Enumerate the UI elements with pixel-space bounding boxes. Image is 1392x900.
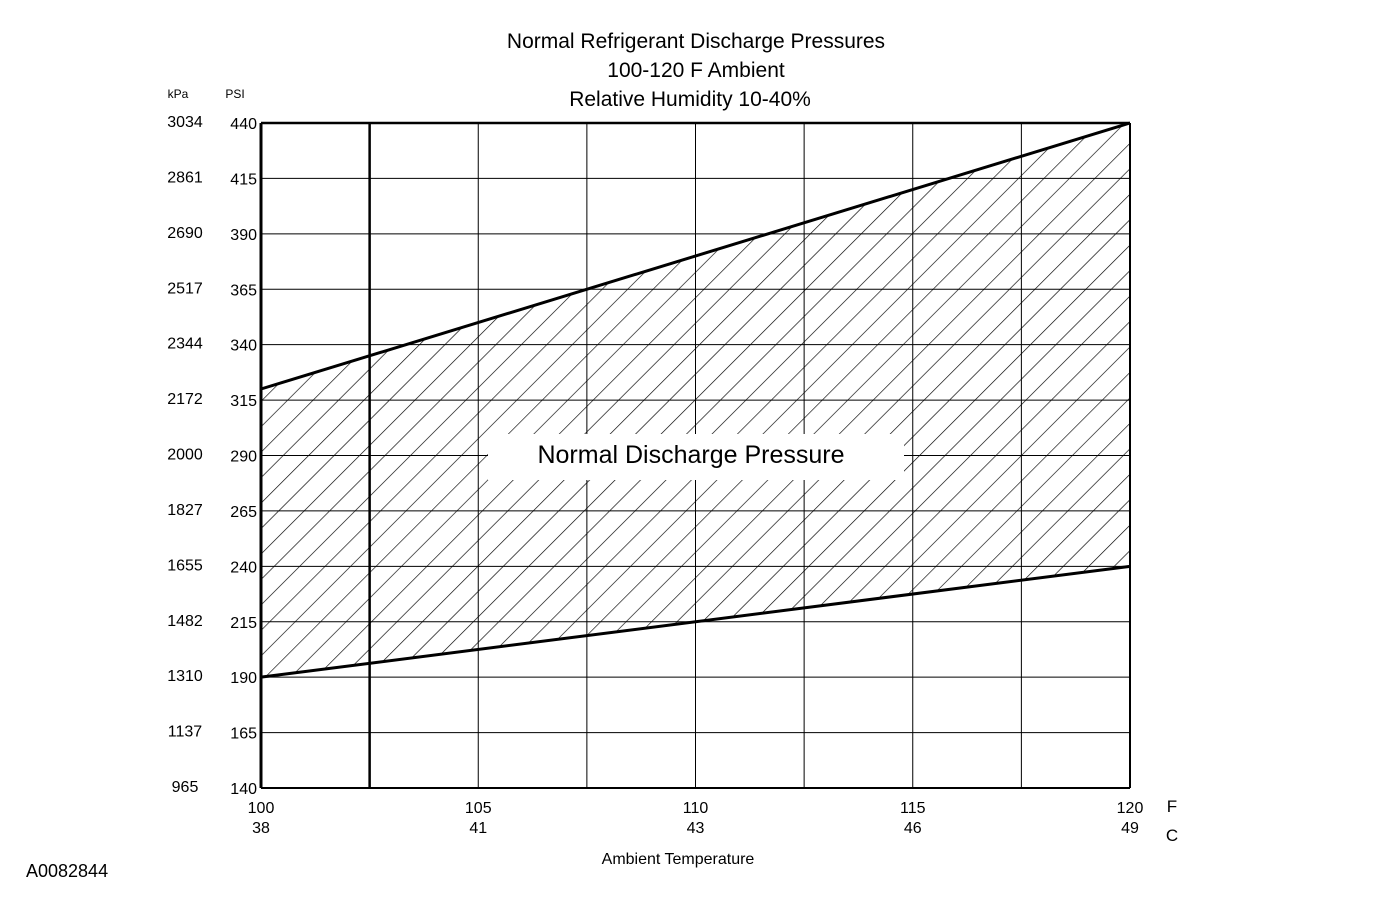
- x-tick-label-f: 105: [465, 800, 492, 817]
- x-unit-f: F: [1167, 797, 1177, 816]
- x-tick-label-f: 100: [248, 800, 275, 817]
- y-tick-label-kpa: 2172: [167, 391, 203, 408]
- x-tick-label-f: 120: [1117, 800, 1144, 817]
- x-tick-label-f: 115: [900, 800, 926, 817]
- x-tick-label-c: 38: [252, 820, 270, 837]
- y-tick-label-psi: 365: [230, 282, 257, 299]
- y-tick-label-psi: 315: [230, 393, 257, 410]
- y-tick-label-kpa: 1137: [168, 724, 203, 741]
- region-label-background: [488, 434, 904, 480]
- y-unit-kpa: kPa: [168, 87, 189, 101]
- x-tick-label-c: 41: [469, 820, 487, 837]
- x-tick-label-c: 46: [904, 820, 922, 837]
- x-tick-label-c: 49: [1121, 820, 1139, 837]
- x-tick-label-f: 110: [683, 800, 709, 817]
- y-tick-label-psi: 390: [230, 227, 257, 244]
- region-label: Normal Discharge Pressure: [537, 441, 844, 469]
- y-tick-label-kpa: 1827: [167, 502, 203, 519]
- y-tick-label-kpa: 1310: [167, 668, 203, 685]
- normal-range-area: [261, 123, 1130, 678]
- y-tick-label-kpa: 3034: [167, 114, 203, 131]
- y-tick-label-kpa: 965: [172, 779, 199, 796]
- x-unit-c: C: [1166, 826, 1178, 845]
- chart-title-line-1: Normal Refrigerant Discharge Pressures: [507, 30, 885, 53]
- y-tick-label-psi: 415: [230, 171, 257, 188]
- x-axis-label: Ambient Temperature: [602, 851, 755, 868]
- figure-id: A0082844: [26, 861, 108, 881]
- y-tick-label-psi: 165: [230, 726, 257, 743]
- y-tick-label-kpa: 2344: [167, 336, 203, 353]
- y-tick-label-psi: 140: [230, 781, 257, 798]
- y-tick-label-kpa: 1482: [167, 613, 203, 630]
- y-tick-label-psi: 240: [230, 559, 257, 576]
- y-tick-label-psi: 190: [230, 670, 257, 687]
- y-tick-label-kpa: 2690: [167, 225, 203, 242]
- y-tick-label-kpa: 2861: [167, 169, 203, 186]
- y-tick-label-kpa: 1655: [167, 557, 203, 574]
- y-tick-label-psi: 290: [230, 449, 257, 466]
- x-tick-label-c: 43: [687, 820, 705, 837]
- y-tick-label-kpa: 2000: [167, 447, 203, 464]
- lower-limit-line: [260, 564, 1131, 679]
- chart-title-line-2: 100-120 F Ambient: [607, 59, 785, 82]
- y-tick-label-psi: 340: [230, 338, 257, 355]
- y-tick-label-psi: 215: [230, 615, 257, 632]
- y-tick-label-kpa: 2517: [167, 280, 203, 297]
- y-tick-label-psi: 265: [230, 504, 257, 521]
- chart-title-line-3: Relative Humidity 10-40%: [569, 88, 811, 111]
- upper-limit-line: [260, 121, 1131, 391]
- y-tick-label-psi: 440: [230, 116, 257, 133]
- y-unit-psi: PSI: [225, 87, 244, 101]
